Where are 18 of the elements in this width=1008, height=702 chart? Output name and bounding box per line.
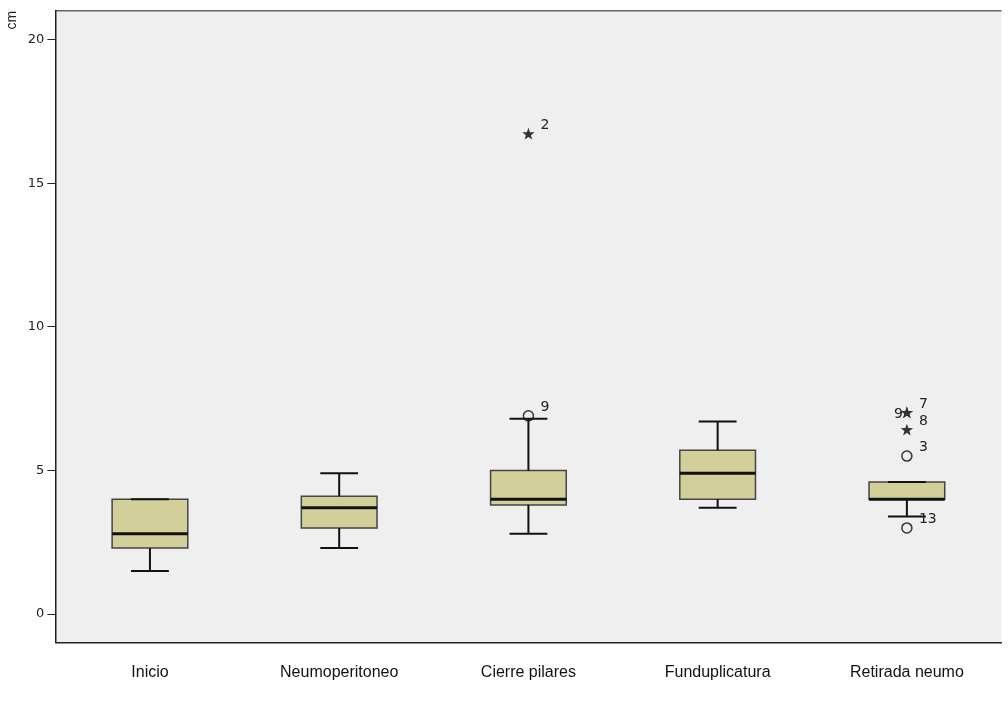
annotation: 2 <box>540 116 550 133</box>
y-tick-label: 15 <box>27 174 45 190</box>
y-tick-label: 0 <box>36 605 45 621</box>
y-axis-title: cm <box>3 10 20 30</box>
annotation: 13 <box>918 509 937 526</box>
y-tick-label: 20 <box>27 30 45 46</box>
annotation: 9 <box>540 397 550 414</box>
x-tick-label: Cierre pilares <box>480 662 576 680</box>
annotation: 7 <box>918 394 928 411</box>
y-tick-label: 5 <box>36 461 45 477</box>
x-tick-label: Funduplicatura <box>664 662 771 680</box>
x-tick-label: Neumoperitoneo <box>280 662 399 680</box>
x-tick-label: Retirada neumo <box>849 662 964 680</box>
annotation: 3 <box>918 438 928 455</box>
annotation: 9 <box>893 404 903 421</box>
y-tick-label: 10 <box>27 318 45 334</box>
x-tick-label: Inicio <box>131 662 169 680</box>
annotation: 8 <box>918 412 928 429</box>
